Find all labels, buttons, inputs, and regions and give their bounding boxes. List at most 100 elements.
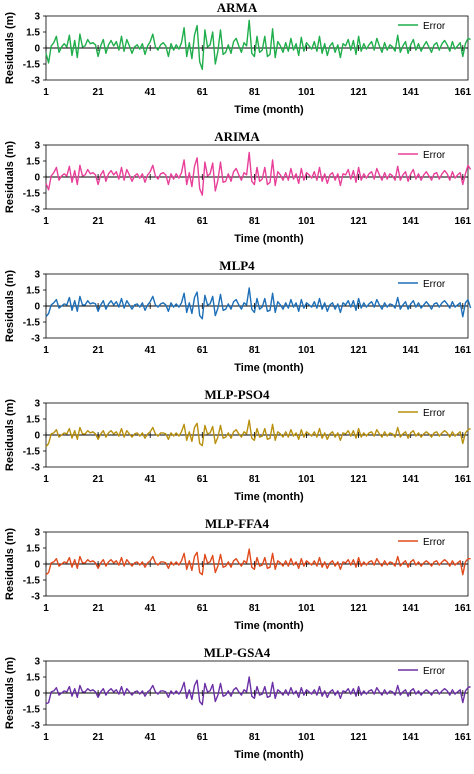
series-line (45, 419, 471, 448)
chart-panel: MLP-FFA4 3 1.5 0 -1.5 -3 1 21 41 61 81 101 121 141 161… (0, 516, 474, 645)
y-tick-label: -1.5 (23, 189, 41, 200)
y-tick-label: 1.5 (26, 28, 40, 39)
x-tick-label: 121 (350, 732, 367, 743)
x-axis-label: Time (month) (234, 491, 304, 503)
x-tick-label: 141 (402, 87, 419, 98)
x-tick-label: 21 (93, 87, 105, 98)
y-tick-label: -1.5 (23, 447, 41, 458)
x-tick-label: 21 (93, 474, 105, 485)
x-tick-label: 141 (402, 216, 419, 227)
y-tick-label: 1.5 (26, 286, 40, 297)
chart-title: ARMA (217, 0, 258, 15)
x-tick-label: 141 (402, 345, 419, 356)
x-tick-label: 81 (249, 474, 261, 485)
chart-panel: MLP-PSO4 3 1.5 0 -1.5 -3 1 21 41 61 81 101 121 141 161… (0, 387, 474, 516)
legend-label: Error (423, 150, 446, 161)
y-tick-label: 1.5 (26, 157, 40, 168)
y-tick-label: 3 (34, 12, 40, 23)
x-tick-label: 81 (249, 345, 261, 356)
x-tick-label: 101 (298, 216, 315, 227)
x-tick-label: 41 (145, 732, 157, 743)
x-tick-label: 61 (197, 345, 209, 356)
x-tick-label: 1 (43, 216, 49, 227)
y-axis-label: Residuals (m) (4, 141, 16, 213)
x-tick-label: 101 (298, 474, 315, 485)
x-tick-label: 61 (197, 216, 209, 227)
y-tick-label: -3 (31, 592, 40, 603)
x-axis-label: Time (month) (234, 749, 304, 761)
chart-panel: ARMA 3 1.5 0 -1.5 -3 1 21 41 61 81 101 121 141 161 Time… (0, 0, 474, 129)
legend-label: Error (423, 666, 446, 677)
y-axis-label: Residuals (m) (4, 657, 16, 729)
y-tick-label: -3 (31, 721, 40, 732)
x-tick-label: 41 (145, 87, 157, 98)
x-tick-label: 81 (249, 732, 261, 743)
x-tick-label: 61 (197, 732, 209, 743)
x-tick-label: 41 (145, 603, 157, 614)
y-tick-label: 3 (34, 270, 40, 281)
x-tick-label: 1 (43, 603, 49, 614)
y-tick-label: -1.5 (23, 705, 41, 716)
x-tick-label: 81 (249, 603, 261, 614)
x-tick-label: 21 (93, 345, 105, 356)
x-tick-label: 61 (197, 603, 209, 614)
chart-title: MLP4 (219, 258, 255, 273)
x-tick-label: 21 (93, 603, 105, 614)
x-tick-label: 81 (249, 87, 261, 98)
y-tick-label: -3 (31, 76, 40, 87)
x-tick-label: 101 (298, 345, 315, 356)
y-axis-label: Residuals (m) (4, 399, 16, 471)
x-tick-label: 121 (350, 603, 367, 614)
x-tick-label: 161 (454, 732, 471, 743)
series-line (45, 151, 472, 196)
x-tick-label: 1 (43, 474, 49, 485)
x-tick-label: 101 (298, 87, 315, 98)
y-tick-label: 3 (34, 399, 40, 410)
legend-label: Error (423, 279, 446, 290)
x-tick-label: 101 (298, 732, 315, 743)
y-tick-label: 1.5 (26, 544, 40, 555)
x-axis-label: Time (month) (234, 362, 304, 374)
chart-title: MLP-GSA4 (204, 645, 271, 660)
x-tick-label: 41 (145, 474, 157, 485)
y-tick-label: 0 (34, 173, 40, 184)
y-axis-label: Residuals (m) (4, 12, 16, 84)
y-tick-label: 1.5 (26, 673, 40, 684)
y-axis-label: Residuals (m) (4, 528, 16, 600)
y-tick-label: 0 (34, 44, 40, 55)
legend-label: Error (423, 21, 446, 32)
chart-panel: ARIMA 3 1.5 0 -1.5 -3 1 21 41 61 81 101 121 141 161 Tim… (0, 129, 474, 258)
x-tick-label: 41 (145, 345, 157, 356)
x-tick-label: 141 (402, 474, 419, 485)
x-axis-label: Time (month) (234, 104, 304, 116)
x-tick-label: 1 (43, 345, 49, 356)
y-axis-label: Residuals (m) (4, 270, 16, 342)
x-axis-label: Time (month) (234, 233, 304, 245)
chart-panel: MLP-GSA4 3 1.5 0 -1.5 -3 1 21 41 61 81 101 121 141 161… (0, 645, 474, 774)
x-tick-label: 121 (350, 345, 367, 356)
x-tick-label: 121 (350, 216, 367, 227)
y-tick-label: 0 (34, 560, 40, 571)
y-tick-label: 3 (34, 528, 40, 539)
y-tick-label: 3 (34, 657, 40, 668)
legend-label: Error (423, 537, 446, 548)
chart-title: ARIMA (214, 129, 260, 144)
chart-title: MLP-PSO4 (205, 387, 270, 402)
x-tick-label: 161 (454, 345, 471, 356)
series-line (45, 287, 472, 320)
y-tick-label: 0 (34, 689, 40, 700)
x-tick-label: 81 (249, 216, 261, 227)
x-tick-label: 1 (43, 732, 49, 743)
y-tick-label: 0 (34, 302, 40, 313)
x-tick-label: 101 (298, 603, 315, 614)
x-tick-label: 161 (454, 216, 471, 227)
x-tick-label: 161 (454, 603, 471, 614)
x-tick-label: 141 (402, 603, 419, 614)
x-tick-label: 161 (454, 87, 471, 98)
x-tick-label: 161 (454, 474, 471, 485)
y-tick-label: 0 (34, 431, 40, 442)
